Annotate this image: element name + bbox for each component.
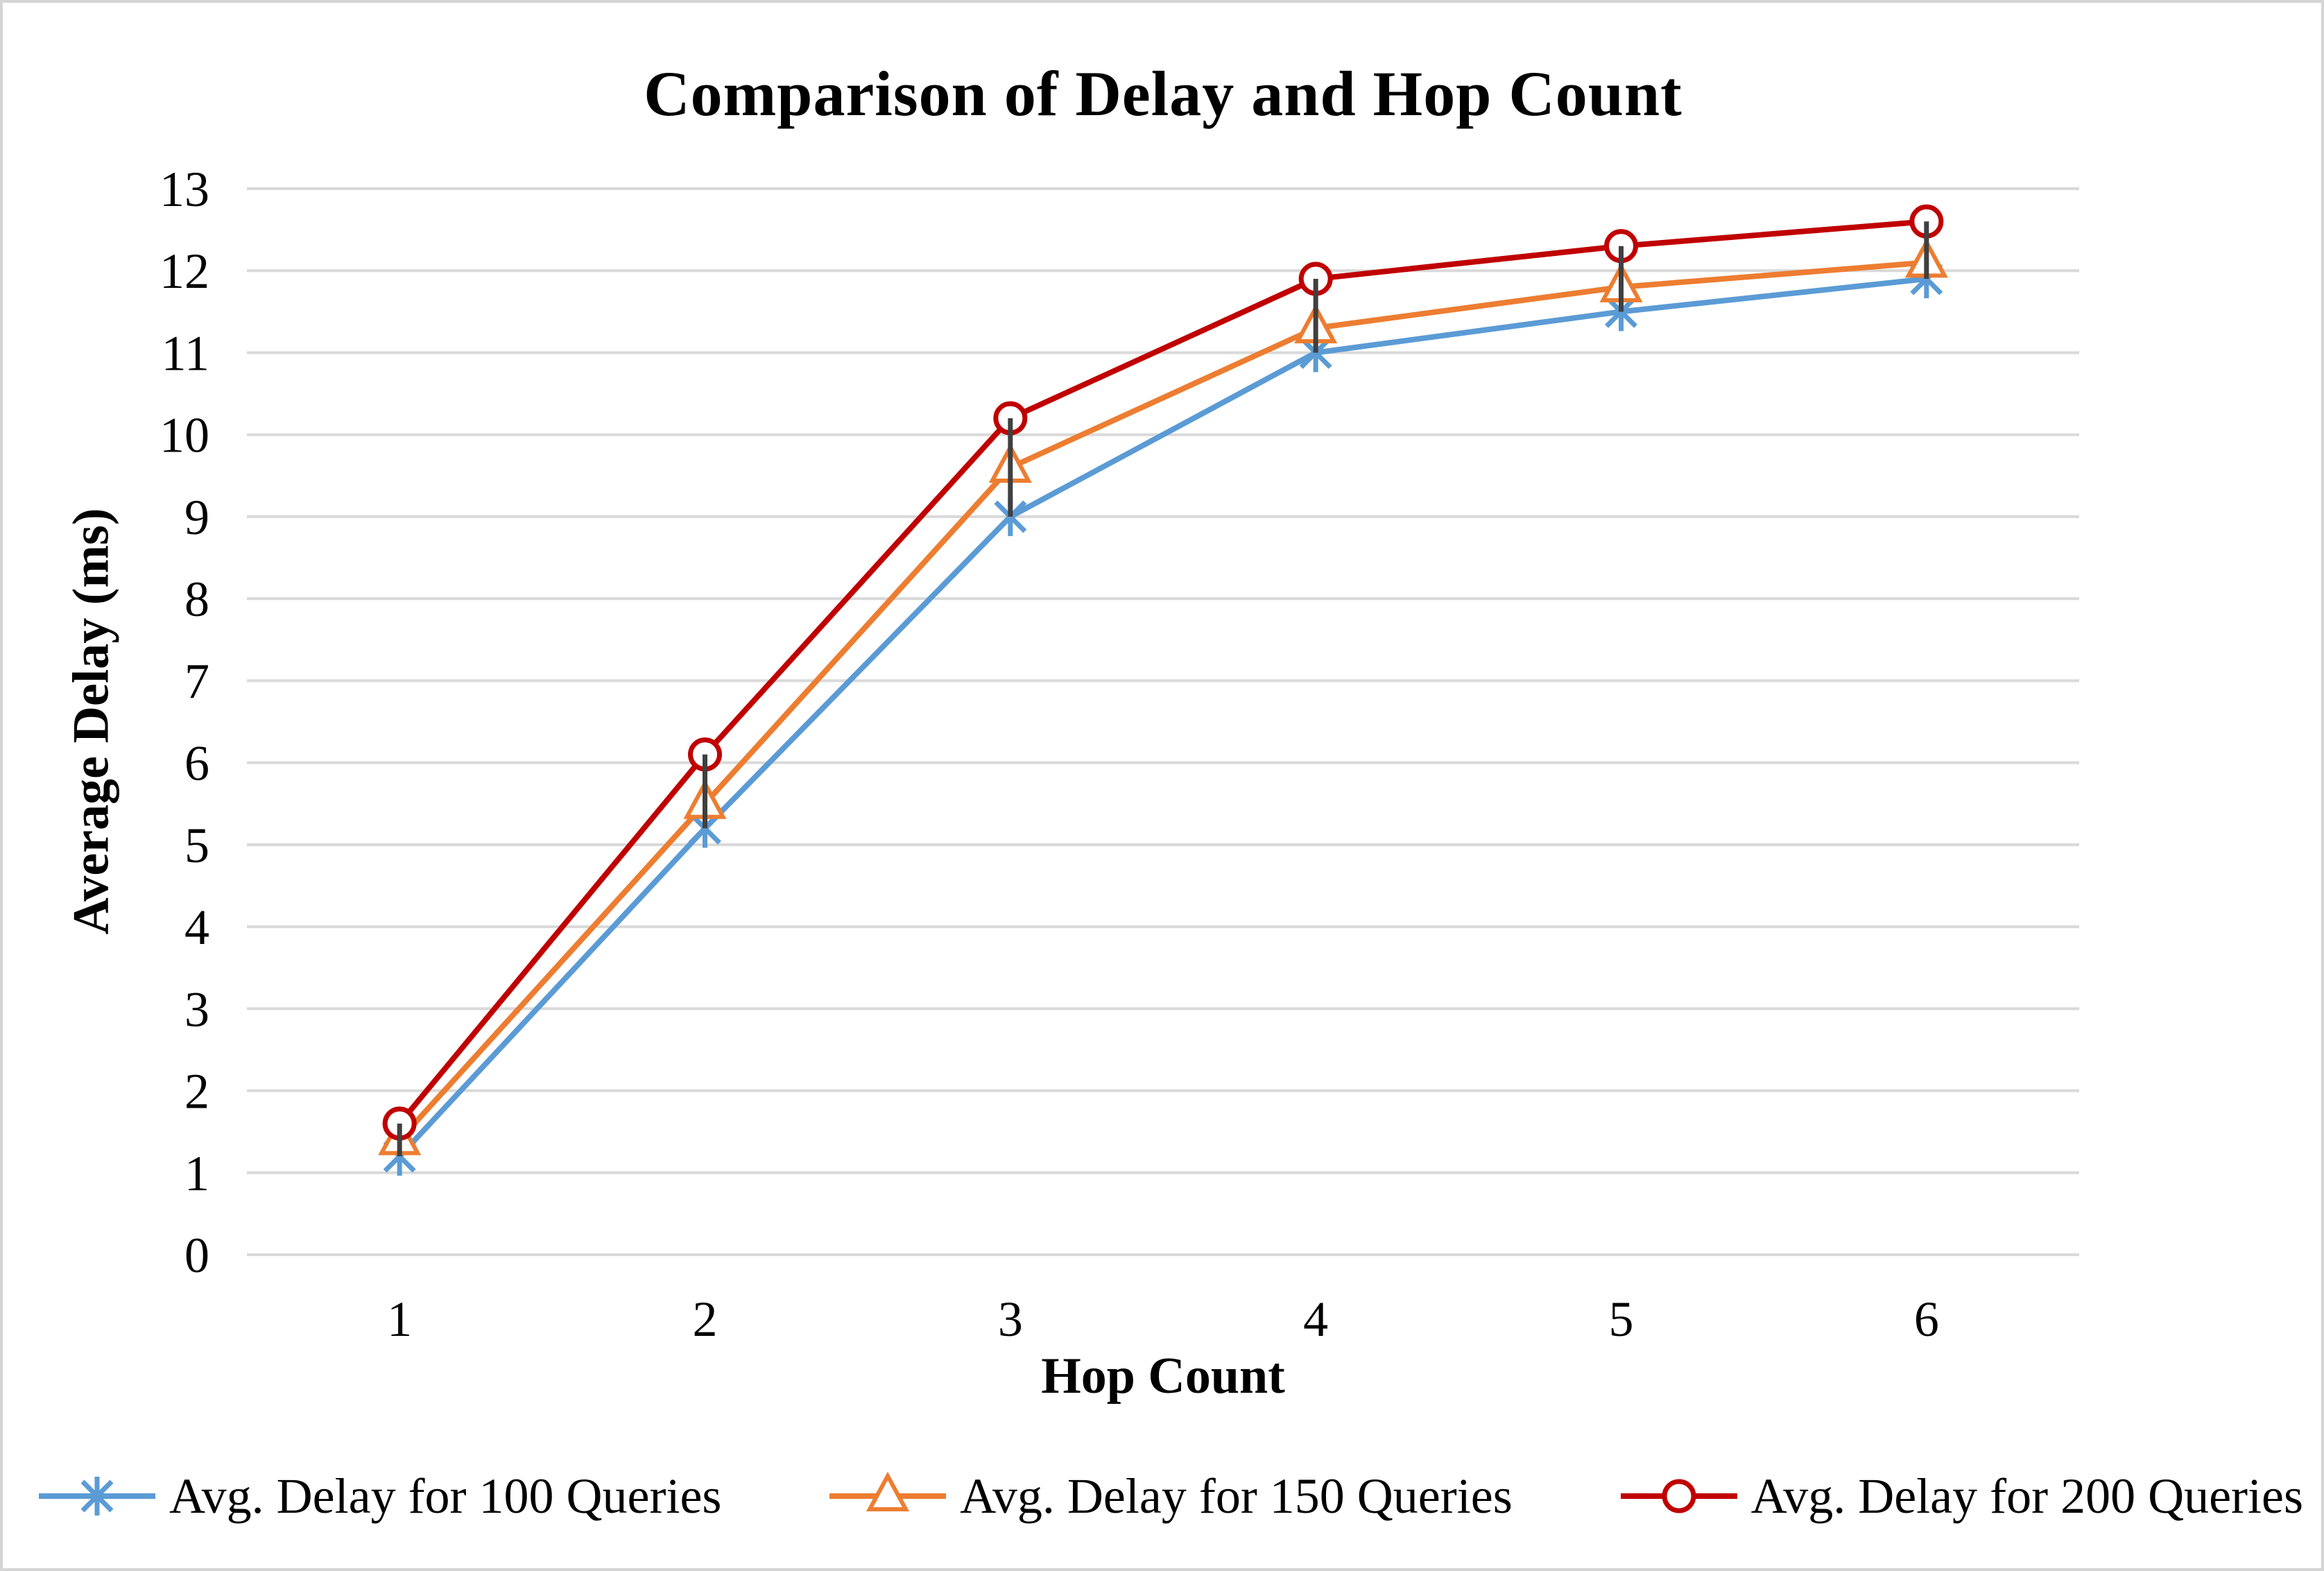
- x-tick-label: 2: [693, 1291, 718, 1347]
- high-low-lines: [397, 221, 1929, 1157]
- x-axis-tick-labels: 1 2 3 4 5 6: [387, 1291, 1939, 1347]
- triangle-marker-icon: [866, 1471, 910, 1511]
- x-tick-label: 1: [387, 1291, 412, 1347]
- legend-label: Avg. Delay for 200 Queries: [1750, 1468, 2303, 1524]
- circle-marker-icon: [1662, 1479, 1696, 1513]
- legend-item: Avg. Delay for 100 Queries: [35, 1458, 721, 1534]
- legend-item: Avg. Delay for 200 Queries: [1617, 1458, 2303, 1534]
- legend-label: Avg. Delay for 100 Queries: [169, 1468, 722, 1524]
- x-axis-title: Hop Count: [1041, 1348, 1285, 1405]
- y-tick-label: 3: [184, 981, 209, 1037]
- y-tick-label: 4: [184, 900, 209, 955]
- legend-label: Avg. Delay for 150 Queries: [960, 1468, 1513, 1524]
- x-tick-label: 3: [998, 1291, 1023, 1347]
- legend-circle-swatch-icon: [1620, 1479, 1737, 1513]
- y-tick-label: 0: [184, 1228, 209, 1283]
- series-line: [397, 218, 1927, 1126]
- y-tick-label: 13: [160, 162, 209, 217]
- y-tick-label: 5: [184, 818, 209, 873]
- legend-triangle-swatch-icon: [829, 1471, 947, 1511]
- series-line: [397, 276, 1927, 1158]
- y-tick-label: 9: [184, 490, 209, 545]
- y-tick-label: 2: [184, 1064, 209, 1119]
- y-tick-label: 8: [184, 572, 209, 627]
- y-tick-label: 1: [184, 1146, 209, 1201]
- y-tick-label: 12: [160, 243, 209, 299]
- series-line: [397, 259, 1927, 1142]
- asterisk-marker-icon: [80, 1477, 114, 1516]
- y-tick-label: 11: [162, 325, 209, 381]
- x-tick-label: 6: [1914, 1291, 1939, 1347]
- chart-title: Comparison of Delay and Hop Count: [644, 58, 1682, 129]
- y-tick-label: 10: [160, 408, 209, 463]
- y-tick-label: 6: [184, 736, 209, 791]
- y-tick-label: 7: [184, 653, 209, 709]
- x-tick-label: 4: [1303, 1291, 1328, 1347]
- x-tick-label: 5: [1609, 1291, 1634, 1347]
- legend: Avg. Delay for 100 Queries Avg. Delay for…: [35, 1451, 2303, 1541]
- legend-asterisk-swatch-icon: [39, 1477, 155, 1516]
- legend-item: Avg. Delay for 150 Queries: [825, 1458, 1513, 1534]
